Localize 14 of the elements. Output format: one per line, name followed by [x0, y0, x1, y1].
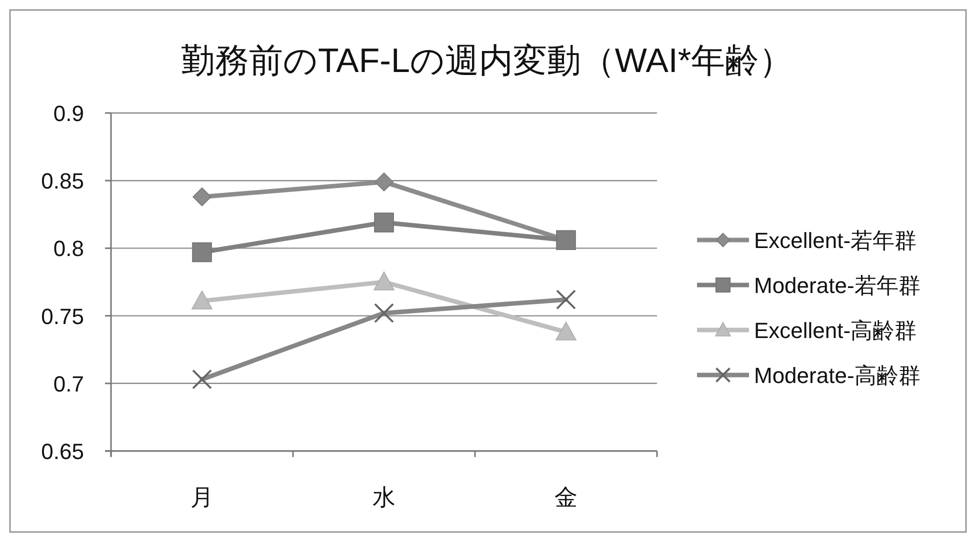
ytick-label: 0.9	[53, 101, 84, 126]
ytick-label: 0.8	[53, 236, 84, 262]
xtick-label: 金	[554, 484, 578, 510]
xtick-label: 水	[372, 484, 396, 510]
ytick-label: 0.85	[41, 168, 84, 194]
ytick-label: 0.7	[53, 371, 84, 396]
legend-label: Moderate-高齢群	[754, 363, 920, 388]
legend-label: Moderate-若年群	[754, 273, 920, 298]
legend-label: Excellent-若年群	[754, 228, 917, 253]
title: 勤務前のTAF-Lの週内変動（WAI*年齢）	[180, 42, 794, 80]
ytick-label: 0.75	[41, 304, 84, 329]
legend-label: Excellent-高齢群	[754, 318, 917, 343]
ytick-label: 0.65	[41, 439, 84, 464]
xtick-label: 月	[190, 484, 214, 510]
